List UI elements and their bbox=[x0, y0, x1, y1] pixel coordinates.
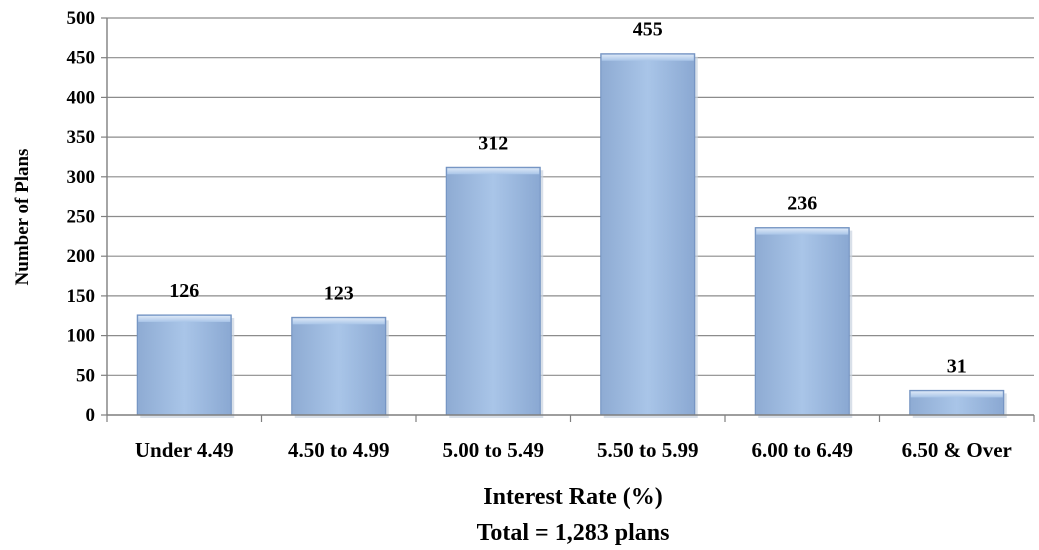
x-tick-label: Under 4.49 bbox=[135, 438, 234, 462]
bar-body bbox=[754, 227, 850, 416]
y-tick-label: 400 bbox=[67, 87, 96, 108]
gridlines bbox=[107, 17, 1034, 376]
x-tick-label: 5.00 to 5.49 bbox=[443, 438, 545, 462]
bar-bevel bbox=[292, 318, 385, 325]
bar bbox=[600, 53, 698, 418]
y-tick-label: 200 bbox=[67, 246, 96, 267]
bar bbox=[909, 389, 1007, 418]
y-axis-label: Number of Plans bbox=[12, 149, 33, 286]
x-tick-label: 6.50 & Over bbox=[902, 438, 1012, 462]
data-labels: 126 123 312 455 236 31 bbox=[169, 19, 967, 378]
y-tick-label: 100 bbox=[67, 326, 96, 347]
x-axis-label: Interest Rate (%) bbox=[483, 484, 663, 510]
x-tick-label: 4.50 to 4.99 bbox=[288, 438, 390, 462]
x-tick-label: 6.00 to 6.49 bbox=[752, 438, 854, 462]
x-tick-label: 5.50 to 5.99 bbox=[597, 438, 699, 462]
data-label: 31 bbox=[947, 355, 967, 377]
bars bbox=[136, 53, 1007, 418]
data-label: 126 bbox=[169, 280, 199, 302]
bar-bevel bbox=[138, 315, 231, 322]
y-tick-label: 450 bbox=[67, 48, 96, 69]
bar-bevel bbox=[910, 391, 1003, 398]
x-tick-labels: Under 4.49 4.50 to 4.99 5.00 to 5.49 5.50 t… bbox=[135, 438, 1012, 462]
y-tick-label: 50 bbox=[76, 365, 95, 386]
bar-body bbox=[291, 316, 387, 416]
data-label: 455 bbox=[633, 19, 663, 41]
bar bbox=[291, 316, 389, 418]
bar-bevel bbox=[447, 168, 540, 175]
y-tick-label: 250 bbox=[67, 207, 96, 228]
y-tick-label: 150 bbox=[67, 286, 96, 307]
y-tick-label: 500 bbox=[67, 8, 96, 29]
data-label: 236 bbox=[787, 193, 817, 215]
data-label: 312 bbox=[478, 132, 508, 154]
y-tick-label: 0 bbox=[86, 405, 96, 426]
bar-body bbox=[136, 314, 232, 416]
y-tick-label: 300 bbox=[67, 167, 96, 188]
bar-bevel bbox=[756, 228, 849, 235]
bar-bevel bbox=[601, 54, 694, 61]
bar bbox=[754, 227, 853, 418]
bar bbox=[136, 314, 235, 418]
chart-subtitle: Total = 1,283 plans bbox=[477, 520, 670, 546]
bar bbox=[445, 166, 544, 418]
bar-body bbox=[445, 166, 541, 416]
axes bbox=[101, 17, 1035, 422]
y-tick-label: 350 bbox=[67, 127, 96, 148]
y-tick-labels: 0 50 100 150 200 250 300 350 400 450 500 bbox=[67, 8, 96, 426]
bar-body bbox=[600, 53, 696, 416]
data-label: 123 bbox=[324, 282, 354, 304]
